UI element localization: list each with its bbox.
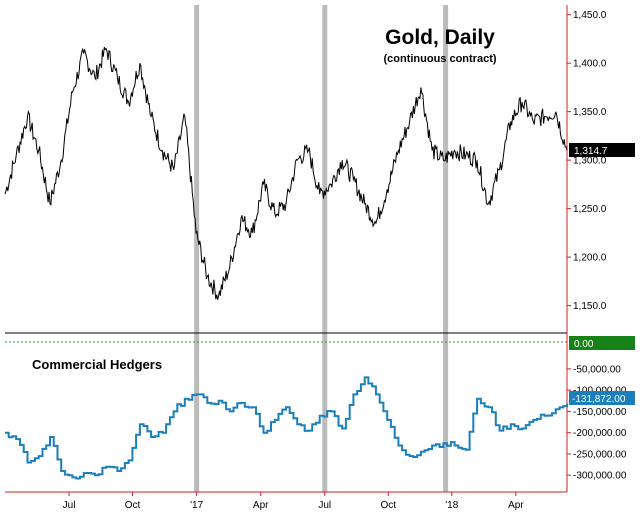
x-tick-label: Oct [381, 500, 397, 511]
chart-subtitle: (continuous contract) [383, 53, 496, 65]
highlight-bands [194, 5, 449, 492]
zero-value-tag: 0.00 [569, 336, 635, 350]
x-tick-label: Oct [125, 500, 141, 511]
price-value-tag: 1,314.7 [569, 143, 635, 157]
x-tick-label: Jul [63, 500, 76, 511]
price-tag-background [569, 143, 635, 157]
highlight-band-1 [322, 5, 328, 492]
hedgers-tick-label: -250,000.00 [573, 449, 627, 460]
hedgers-tick-label: -150,000.00 [573, 407, 627, 418]
price-tick-label: 1,200.0 [573, 253, 607, 264]
price-tick-label: 1,400.0 [573, 59, 607, 70]
hedgers-value-tag: -131,872.00 [569, 391, 635, 405]
hedgers-tick-label: -200,000.00 [573, 428, 627, 439]
x-tick-label: Apr [508, 500, 524, 511]
price-tick-label: 1,300.0 [573, 156, 607, 167]
price-tick-label: 1,150.0 [573, 301, 607, 312]
hedgers-tag-label: -131,872.00 [572, 394, 626, 405]
highlight-band-2 [443, 5, 449, 492]
x-tick-label: Jul [318, 500, 331, 511]
gold-price-line [4, 46, 568, 300]
price-axis: 1,150.0 1,200.0 1,250.0 1,300.0 1,350.0 1,400… [567, 10, 607, 312]
price-tick-label: 1,250.0 [573, 204, 607, 215]
x-tick-label: '18 [445, 500, 458, 511]
commercial-hedgers-line [5, 376, 568, 480]
chart-title: Gold, Daily [385, 26, 495, 49]
hedgers-tick-label: -50,000.00 [573, 364, 621, 375]
hedgers-panel-title: Commercial Hedgers [32, 357, 162, 372]
hedgers-tick-label: -300,000.00 [573, 471, 627, 482]
zero-tag-background [569, 336, 635, 350]
x-axis: Jul Oct '17 Apr Jul Oct '18 Apr [63, 492, 524, 511]
price-tick-label: 1,450.0 [573, 10, 607, 21]
hedgers-tag-background [569, 391, 635, 405]
x-tick-label: Apr [253, 500, 269, 511]
zero-tag-label: 0.00 [574, 339, 594, 350]
highlight-band-0 [194, 5, 200, 492]
price-tick-label: 1,350.0 [573, 107, 607, 118]
x-tick-label: '17 [190, 500, 203, 511]
price-tag-label: 1,314.7 [574, 146, 608, 157]
